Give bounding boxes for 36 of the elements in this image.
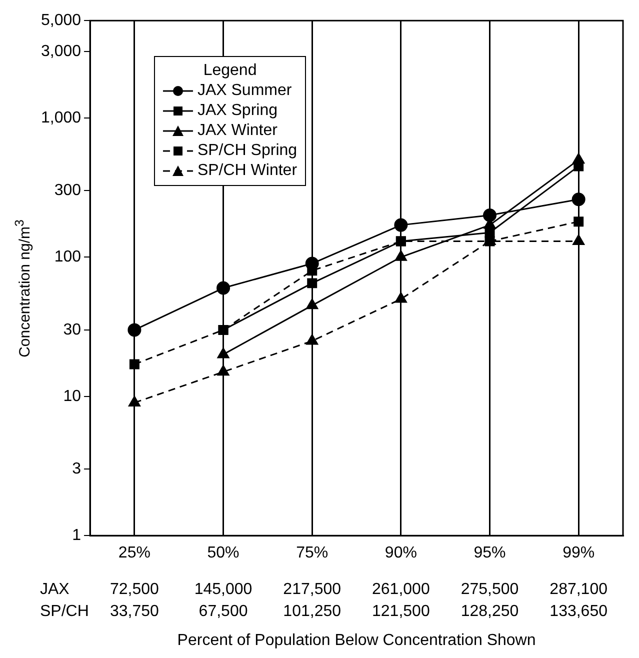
text: 261,000 — [372, 581, 430, 598]
text: 72,500 — [110, 581, 160, 598]
text: 128,250 — [460, 603, 519, 620]
y-tick-label: 10 — [63, 388, 82, 405]
text: 145,000 — [194, 581, 252, 598]
legend-label: JAX Winter — [196, 121, 278, 141]
text: 121,500 — [372, 603, 430, 620]
x-tick-label: 95% — [474, 544, 506, 562]
y-tick-label: 5,000 — [40, 12, 82, 30]
x-tick-label: 99% — [562, 544, 595, 562]
legend-label: SP/CH Winter — [196, 161, 298, 181]
x-tick-label: 25% — [118, 544, 150, 562]
legend-label: SP/CH Spring — [196, 141, 298, 161]
x-axis-title: Percent of Population Below Concentration Shown — [177, 632, 536, 649]
text: 287,100 — [550, 581, 608, 598]
text: 275,500 — [460, 581, 519, 598]
text: 133,650 — [550, 603, 608, 620]
y-tick-label: 300 — [54, 182, 82, 200]
x-tick-label: 90% — [384, 544, 417, 562]
text: 33,750 — [110, 603, 160, 620]
text: 101,250 — [283, 603, 342, 620]
legend-label: JAX Summer — [196, 81, 293, 101]
y-tick-label: 30 — [63, 321, 82, 338]
y-tick-label: 100 — [54, 248, 82, 266]
y-tick-label: 1 — [72, 527, 82, 544]
x-tick-label: 50% — [207, 544, 240, 562]
x-tick-label: 75% — [296, 544, 328, 562]
legend-label: JAX Spring — [196, 101, 278, 121]
text: JAX — [40, 581, 70, 598]
text: 217,500 — [283, 581, 342, 598]
legend-title: Legend — [202, 61, 258, 81]
y-tick-label: 1,000 — [40, 109, 82, 126]
text: SP/CH — [40, 603, 89, 620]
y-tick-label: 3,000 — [40, 42, 82, 60]
text: 67,500 — [198, 603, 248, 620]
y-tick-label: 3 — [72, 460, 82, 478]
